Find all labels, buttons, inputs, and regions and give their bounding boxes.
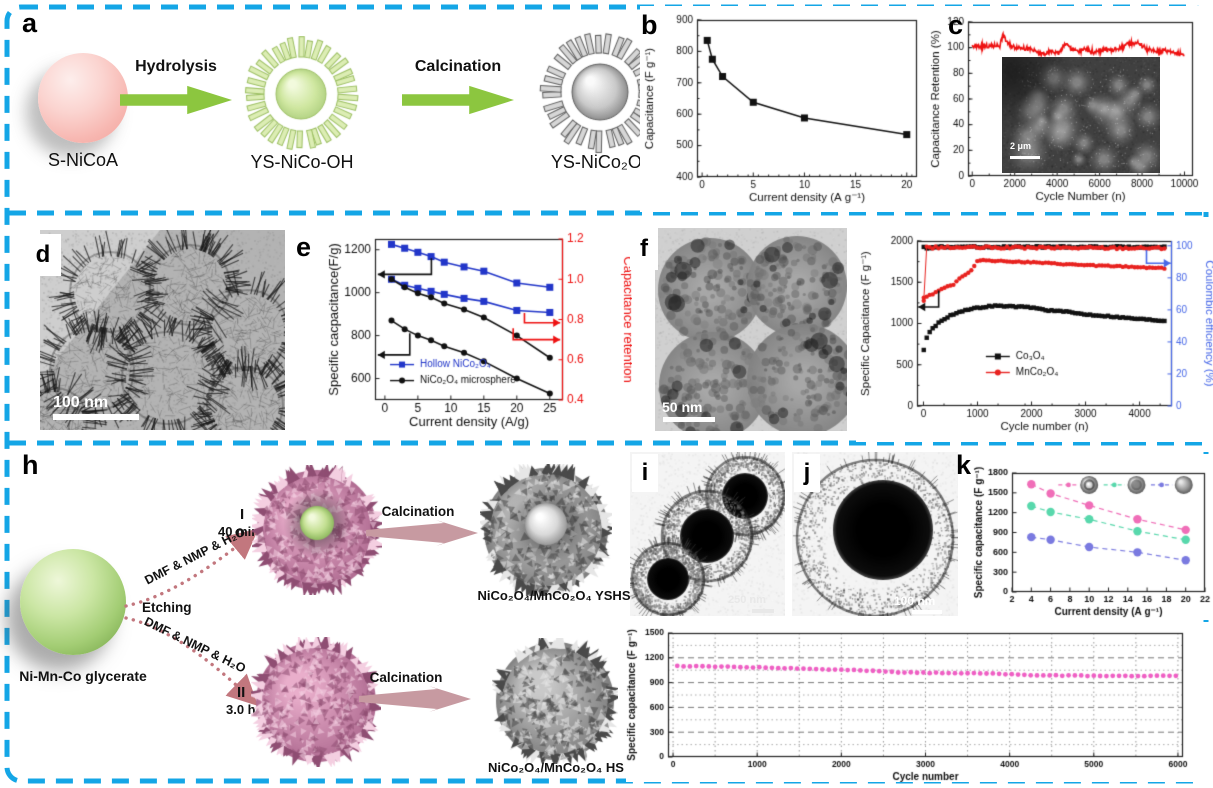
calcination-label-a: Calcination [414, 58, 502, 75]
calcination2-arrow-icon [359, 686, 471, 712]
panel-i-label: i [641, 459, 649, 486]
panel-d-scalebar-text: 100 nm [53, 394, 109, 411]
pink-precursor-sphere [38, 53, 128, 143]
panel-j-scalebar-text: 100 nm [894, 594, 936, 608]
panel-k-label: k [956, 450, 972, 480]
panel-d-label: d [35, 241, 51, 268]
panel-f-label-box: f [630, 228, 658, 270]
panel-a-label: a [22, 8, 38, 38]
inset-scalebar-text: 2 μm [1010, 141, 1032, 151]
panel-f-scalebar [663, 417, 715, 422]
panel-f-scalebar-text: 50 nm [662, 399, 703, 415]
panel-j-label-box: j [794, 454, 820, 492]
gray-hollow-sphere-illustration [492, 638, 618, 764]
pink-yolk-shell-illustration [252, 465, 382, 595]
panel-b-label: b [641, 10, 658, 40]
panel-h-label: h [22, 450, 39, 480]
gray-yolk-shell-illustration [480, 464, 612, 596]
calcination1-label: Calcination [381, 504, 455, 519]
panel-d-tem-image [40, 230, 285, 430]
branch1-step-label: I [240, 506, 245, 523]
etching-label: Etching [142, 600, 192, 615]
branch2-step-label: II [237, 684, 246, 701]
panel-g-cycling-chart [856, 222, 1213, 442]
product1-label: NiCo₂O₄/MnCo₂O₄ YSHS [477, 588, 631, 603]
panel-d-scalebar [53, 414, 139, 420]
branch2-time-label: 3.0 h [226, 702, 256, 717]
glycerate-label: Ni-Mn-Co glycerate [19, 668, 147, 684]
etching-arrow-top [124, 528, 259, 608]
panel-e-dual-axis-chart [328, 220, 632, 440]
hydrolysis-label: Hydrolysis [135, 58, 217, 75]
panel-l-cycling-chart [626, 622, 1210, 782]
product2-label: NiCo₂O₄/MnCo₂O₄ HS [488, 760, 624, 775]
precursor-label: S-NiCoA [47, 150, 118, 170]
panel-f-label: f [640, 235, 648, 262]
panel-d-label-box: d [25, 234, 61, 276]
etching-arrows [124, 528, 259, 706]
panel-c-label: c [948, 10, 964, 40]
inset-scalebar [1010, 156, 1040, 159]
nico2o4-label: YS-NiCo₂O₄ [550, 152, 650, 172]
glycerate-sphere [20, 549, 126, 655]
nicooh-label: YS-NiCo-OH [250, 152, 354, 172]
panel-j-label: j [803, 459, 811, 486]
yolk-shell-nicooh-illustration [243, 36, 359, 152]
panel-e-label: e [296, 232, 312, 262]
panel-i-scalebar [752, 609, 774, 613]
panel-j-scalebar [912, 610, 942, 614]
panel-b-rate-chart [640, 6, 932, 212]
panel-k-rate-chart [972, 454, 1212, 618]
calcination2-label: Calcination [369, 670, 443, 685]
panel-i-scalebar-text: 250 nm [728, 594, 766, 606]
etching-arrow-bottom [124, 616, 259, 706]
branch1-time-label: 40 min [218, 524, 260, 539]
sem-inset-image [1002, 57, 1160, 173]
panel-f-tem-image [655, 228, 847, 431]
panel-i-label-box: i [632, 454, 658, 492]
panel-c-sem-inset: 2 μm [1002, 57, 1160, 173]
calcination1-arrow-icon [366, 520, 478, 546]
